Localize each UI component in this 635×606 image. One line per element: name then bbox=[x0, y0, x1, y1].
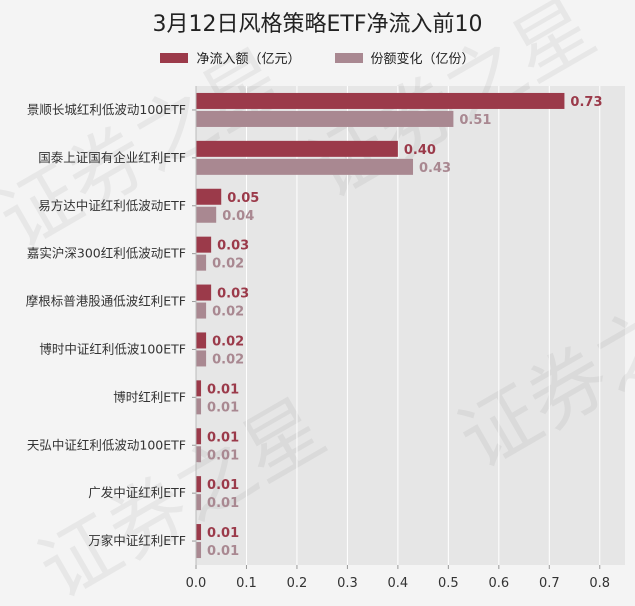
data-label-share-change: 0.02 bbox=[212, 257, 244, 272]
x-tick-label: 0.5 bbox=[438, 576, 459, 591]
data-label-share-change: 0.01 bbox=[207, 496, 239, 511]
bar-inflow bbox=[196, 92, 565, 109]
data-label-inflow: 0.01 bbox=[207, 526, 239, 541]
data-label-inflow: 0.01 bbox=[207, 478, 239, 493]
data-label-inflow: 0.40 bbox=[404, 143, 436, 158]
legend-swatch-inflow bbox=[160, 52, 189, 63]
bar-inflow bbox=[196, 428, 202, 445]
data-label-inflow: 0.05 bbox=[227, 191, 259, 206]
y-category-label: 博时红利ETF bbox=[113, 389, 186, 404]
bar-inflow bbox=[196, 524, 202, 541]
bar-inflow bbox=[196, 476, 202, 493]
data-label-share-change: 0.02 bbox=[212, 352, 244, 367]
bar-share-change bbox=[196, 350, 207, 367]
data-label-inflow: 0.03 bbox=[217, 287, 249, 302]
x-tick-label: 0.3 bbox=[337, 576, 358, 591]
legend: 净流入额（亿元） 份额变化（亿份） bbox=[0, 48, 635, 67]
bar-inflow bbox=[196, 188, 222, 205]
legend-item-share-change: 份额变化（亿份） bbox=[334, 48, 475, 67]
bar-inflow bbox=[196, 332, 207, 349]
y-category-label: 嘉实沪深300红利低波动ETF bbox=[27, 246, 186, 261]
y-category-label: 国泰上证国有企业红利ETF bbox=[38, 150, 186, 165]
data-label-share-change: 0.02 bbox=[212, 305, 244, 320]
y-category-label: 摩根标普港股通低波红利ETF bbox=[26, 294, 186, 309]
y-category-label: 万家中证红利ETF bbox=[88, 533, 186, 548]
y-category-label: 博时中证红利低波100ETF bbox=[39, 341, 186, 356]
x-tick-label: 0.2 bbox=[287, 576, 308, 591]
bar-share-change bbox=[196, 254, 207, 271]
y-category-label: 景顺长城红利低波动100ETF bbox=[27, 102, 186, 117]
data-label-share-change: 0.04 bbox=[222, 209, 254, 224]
x-tick-label: 0.4 bbox=[388, 576, 409, 591]
x-tick-label: 0.8 bbox=[589, 576, 610, 591]
bar-share-change bbox=[196, 110, 454, 127]
bar-inflow bbox=[196, 380, 202, 397]
x-tick-label: 0.1 bbox=[236, 576, 257, 591]
data-label-share-change: 0.01 bbox=[207, 400, 239, 415]
data-label-inflow: 0.01 bbox=[207, 430, 239, 445]
bar-share-change bbox=[196, 158, 414, 175]
y-category-label: 易方达中证红利低波动ETF bbox=[38, 198, 186, 213]
bar-inflow bbox=[196, 140, 398, 157]
x-tick-label: 0.7 bbox=[539, 576, 560, 591]
bar-share-change bbox=[196, 398, 202, 415]
y-category-label: 广发中证红利ETF bbox=[88, 485, 186, 500]
chart-title: 3月12日风格策略ETF净流入前10 bbox=[152, 12, 483, 37]
legend-swatch-share-change bbox=[334, 52, 363, 63]
legend-label-share-change: 份额变化（亿份） bbox=[370, 52, 475, 67]
bar-share-change bbox=[196, 206, 217, 223]
x-tick-label: 0.0 bbox=[186, 576, 207, 591]
bar-share-change bbox=[196, 542, 202, 559]
bar-inflow bbox=[196, 236, 212, 253]
bar-share-change bbox=[196, 494, 202, 511]
legend-item-inflow: 净流入额（亿元） bbox=[160, 48, 301, 67]
data-label-share-change: 0.51 bbox=[459, 113, 491, 128]
data-label-inflow: 0.73 bbox=[570, 95, 602, 110]
bar-inflow bbox=[196, 284, 212, 301]
bar-share-change bbox=[196, 446, 202, 463]
y-category-label: 天弘中证红利低波动100ETF bbox=[27, 437, 186, 452]
bar-share-change bbox=[196, 302, 207, 319]
x-tick-label: 0.6 bbox=[488, 576, 509, 591]
data-label-inflow: 0.03 bbox=[217, 239, 249, 254]
data-label-share-change: 0.01 bbox=[207, 448, 239, 463]
data-label-share-change: 0.01 bbox=[207, 544, 239, 559]
legend-label-inflow: 净流入额（亿元） bbox=[196, 52, 301, 67]
data-label-share-change: 0.43 bbox=[419, 161, 451, 176]
data-label-inflow: 0.02 bbox=[212, 334, 244, 349]
data-label-inflow: 0.01 bbox=[207, 382, 239, 397]
